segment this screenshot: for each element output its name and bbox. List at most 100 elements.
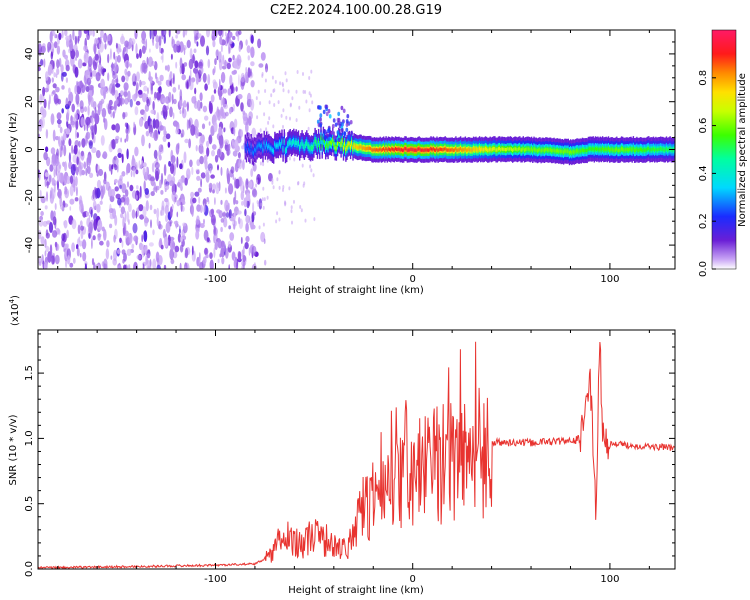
spectrogram-signal-cell xyxy=(346,114,350,119)
spectrogram-noise-cell xyxy=(191,207,194,217)
spectrogram-signal-cell xyxy=(300,143,302,148)
spectrogram-noise-cell xyxy=(69,206,72,211)
spectrogram-signal-cell xyxy=(268,144,270,148)
spectrogram-noise-cell xyxy=(109,48,112,60)
spectrogram-noise-cell xyxy=(290,209,293,214)
spectrogram-noise-cell xyxy=(245,214,250,224)
spectrogram-noise-cell xyxy=(68,87,71,94)
spectrogram-noise-cell xyxy=(273,103,276,107)
spectrogram-noise-cell xyxy=(186,119,189,131)
spectrogram-signal-cell xyxy=(671,148,674,152)
spectrogram-noise-cell xyxy=(113,178,118,184)
spectrogram-signal-cell xyxy=(580,149,582,153)
spectrogram-noise-cell xyxy=(116,249,121,255)
spectrogram-signal-cell xyxy=(662,147,664,151)
spectrogram-noise-cell xyxy=(102,70,105,77)
spectrogram-signal-cell xyxy=(346,145,348,150)
spectrogram-noise-cell xyxy=(85,69,91,80)
spectrogram-noise-cell xyxy=(152,41,155,46)
spectrogram-signal-cell xyxy=(340,128,344,133)
spectrogram-noise-cell xyxy=(131,209,136,219)
spectrogram-noise-cell xyxy=(87,154,92,167)
spectrogram-noise-cell xyxy=(79,253,82,258)
spectrogram-noise-cell xyxy=(117,265,122,269)
spectrogram-signal-cell xyxy=(332,135,336,140)
spectrogram-noise-cell xyxy=(220,218,225,223)
spectrogram-signal-cell xyxy=(423,148,425,152)
spectrogram-noise-cell xyxy=(117,55,121,63)
spectrogram-signal-cell xyxy=(462,148,464,152)
spectrogram-noise-cell xyxy=(199,155,204,165)
spectrogram-noise-cell xyxy=(115,157,119,165)
spectrogram-signal-cell xyxy=(402,148,404,152)
spectrogram-signal-cell xyxy=(262,148,264,152)
spectrogram-noise-cell xyxy=(132,166,136,178)
spectrogram-noise-cell xyxy=(178,84,180,90)
spectrogram-signal-cell xyxy=(624,148,626,152)
spectrogram-signal-cell xyxy=(553,148,555,152)
spectrogram-noise-cell xyxy=(179,163,183,170)
spectrogram-signal-cell xyxy=(428,148,430,152)
spectrogram-signal-cell xyxy=(388,147,391,152)
spectrogram-noise-cell xyxy=(219,78,221,91)
spectrogram-noise-cell xyxy=(298,105,301,110)
spectrogram-signal-cell xyxy=(645,148,648,152)
spectrogram-signal-cell xyxy=(659,147,662,151)
spectrogram-noise-cell xyxy=(179,244,184,253)
spectrogram-noise-cell xyxy=(53,41,58,49)
snr-y-label: SNR (10 * v/v) xyxy=(8,414,19,485)
spectrogram-noise-cell xyxy=(79,220,83,227)
spectrogram-noise-cell xyxy=(158,86,162,94)
spectrogram-noise-cell xyxy=(125,128,128,134)
spectrogram-signal-cell xyxy=(275,144,277,148)
spectrogram-noise-cell xyxy=(57,179,59,191)
spectrogram-noise-cell xyxy=(39,93,43,105)
spectrogram-signal-cell xyxy=(538,148,540,152)
colorbar-label: Normalized spectral amplitude xyxy=(737,73,748,227)
spectrogram-signal-cell xyxy=(322,109,326,115)
spectrogram-noise-cell xyxy=(72,30,75,41)
spectrogram-noise-cell xyxy=(182,222,187,227)
spectrogram-noise-cell xyxy=(226,62,231,70)
spectrogram-signal-cell xyxy=(637,148,639,152)
spectrogram-noise-cell xyxy=(176,122,180,127)
spectrogram-noise-cell xyxy=(115,123,120,133)
spectrogram-signal-cell xyxy=(496,148,498,152)
spectrogram-noise-cell xyxy=(147,265,151,269)
spectrogram-noise-cell xyxy=(144,188,149,195)
spectrogram-noise-cell xyxy=(49,164,54,172)
spectrogram-signal-cell xyxy=(516,148,519,152)
spectrogram-noise-cell xyxy=(222,212,227,217)
spectrogram-noise-cell xyxy=(107,102,112,115)
spectrogram-noise-cell xyxy=(264,78,267,83)
spectrogram-noise-cell xyxy=(139,214,145,220)
spectrogram-signal-cell xyxy=(398,147,400,151)
spectrogram-noise-cell xyxy=(210,125,215,137)
spectrogram-signal-cell xyxy=(258,143,261,147)
spectrogram-noise-cell xyxy=(202,256,207,265)
spectrogram-signal-cell xyxy=(331,130,335,136)
spectrogram-noise-cell xyxy=(43,98,47,109)
spectrogram-noise-cell xyxy=(177,142,180,150)
spectrogram-signal-cell xyxy=(596,147,598,151)
spectrogram-noise-cell xyxy=(64,54,68,60)
spectrogram-noise-cell xyxy=(133,261,138,269)
spectrogram-noise-cell xyxy=(126,181,130,188)
spectrogram-noise-cell xyxy=(295,89,298,94)
spectrogram-signal-cell xyxy=(260,144,262,149)
spectrogram-noise-cell xyxy=(169,247,174,260)
spectrogram-signal-cell xyxy=(321,144,323,148)
spectrogram-signal-cell xyxy=(613,148,616,152)
spectrogram-signal-cell xyxy=(619,148,622,152)
spectrogram-noise-cell xyxy=(72,257,76,264)
spectrogram-noise-cell xyxy=(218,51,222,63)
spectrogram-noise-cell xyxy=(209,259,214,269)
spectrogram-signal-cell xyxy=(517,147,520,151)
spectrogram-signal-cell xyxy=(380,148,383,152)
spectrogram-noise-cell xyxy=(38,66,41,72)
spectrogram-noise-cell xyxy=(124,111,128,118)
spectrogram-noise-cell xyxy=(193,48,197,54)
spectrogram-noise-cell xyxy=(246,45,251,54)
spectrogram-noise-cell xyxy=(212,68,215,76)
